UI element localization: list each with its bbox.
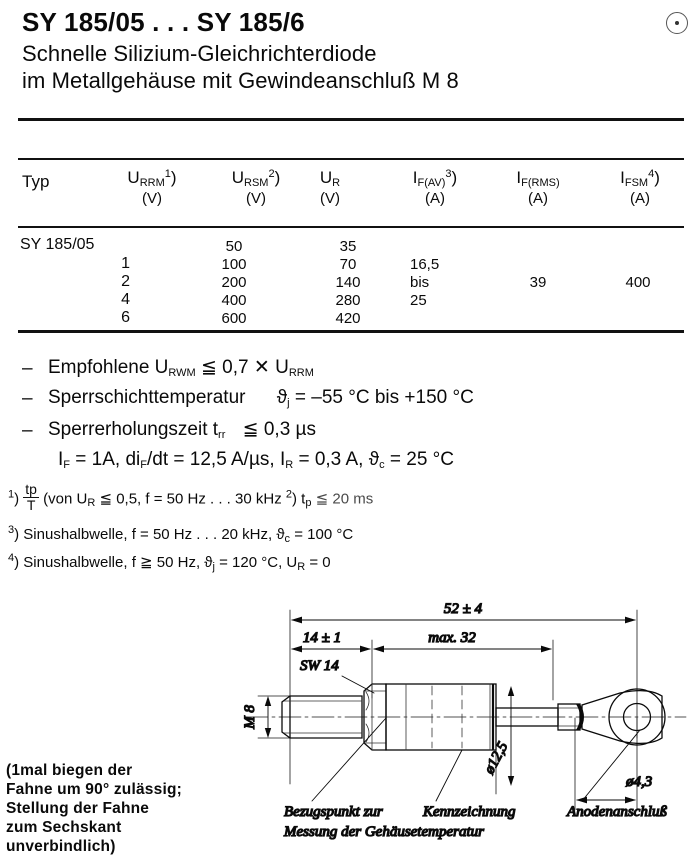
cell-ifsm-merged: 400	[625, 274, 651, 291]
footnote-3: 3) Sinushalbwelle, f = 50 Hz . . . 20 kH…	[8, 524, 354, 545]
bending-note-line-5: unverbindlich)	[6, 837, 116, 855]
bending-note-line-1: (1mal biegen der	[6, 762, 133, 779]
col-header-ifav: IF(AV)3) (A)	[412, 168, 458, 207]
dim-body-diameter: ø12,5	[481, 739, 512, 778]
spec-bullet-1: –	[22, 358, 33, 379]
spec-line-junction-temp: Sperrschichttemperatur ϑj = –55 °C bis +…	[48, 387, 474, 409]
mechanical-drawing: 52 ± 4 14 ± 1 max. 32 M 8	[0, 588, 700, 864]
cell-ur-2: 140	[335, 274, 361, 291]
spec-line-recovery-conditions: IF = 1A, diF/dt = 12,5 A/µs, IR = 0,3 A,…	[58, 449, 454, 471]
table-row: 2	[121, 273, 130, 290]
cell-ifav-merged-line3: 25	[410, 292, 427, 309]
subtitle-line-2: im Metallgehäuse mit Gewindeanschluß M 8	[22, 67, 459, 93]
cell-ur-4: 420	[335, 310, 361, 327]
caption-marking: Kennzeichnung	[422, 804, 516, 820]
cell-ursm-4: 600	[221, 310, 247, 327]
cell-ursm-2: 200	[221, 274, 247, 291]
page-subtitle: Schnelle Silizium-Gleichrichterdiode im …	[22, 41, 662, 95]
cell-ursm-1: 100	[221, 256, 247, 273]
cell-ifav-merged-line1: 16,5	[410, 256, 440, 273]
col-header-ursm: URSM2) (V)	[231, 168, 281, 207]
subtitle-line-1: Schnelle Silizium-Gleichrichterdiode	[22, 41, 377, 67]
dim-hole-diameter: ø4,3	[625, 774, 652, 790]
dim-body-length: max. 32	[428, 630, 476, 646]
spec-line-recovery-time: Sperrerholungszeit trr ≦ 0,3 µs	[48, 419, 316, 441]
col-header-typ: Typ	[22, 172, 50, 191]
cell-ursm-0: 50	[225, 238, 243, 255]
spec-bullet-2: –	[22, 388, 33, 409]
footnote-1: 1) tp T (von UR ≦ 0,5, f = 50 Hz . . . 30…	[8, 481, 374, 513]
rule-header-bottom	[18, 226, 684, 228]
col-header-urrm: URRM1) (V)	[127, 168, 177, 207]
spec-bullet-3: –	[22, 420, 33, 441]
title-block: SY 185/05 . . . SY 185/6 Schnelle Silizi…	[22, 7, 662, 95]
rule-header-top	[18, 158, 684, 160]
bending-note-line-4: zum Sechskant	[6, 818, 122, 836]
col-header-ifsm: IFSM4) (A)	[620, 168, 660, 207]
caption-anode-terminal: Anodenanschluß	[566, 804, 667, 820]
page-title: SY 185/05 . . . SY 185/6	[22, 7, 305, 37]
rule-table-bottom	[18, 330, 684, 333]
bending-note: (1mal biegen der Fahne um 90° zulässig; …	[6, 762, 182, 857]
cell-ur-1: 70	[339, 256, 357, 273]
bending-note-line-3: Stellung der Fahne	[6, 799, 150, 817]
spec-line-urwm: Empfohlene URWM ≦ 0,7 ✕ URRM	[48, 357, 314, 379]
circle-dot-icon	[666, 12, 688, 34]
table-row: 1	[121, 255, 130, 272]
cell-ur-0: 35	[339, 238, 357, 255]
cell-ursm-3: 400	[221, 292, 247, 309]
caption-reference-point-line1: Bezugspunkt zur	[284, 804, 383, 820]
caption-reference-point-line2: Messung der Gehäusetemperatur	[283, 824, 484, 840]
table-row: 4	[121, 291, 130, 308]
cell-ifav-merged-line2: bis	[410, 274, 430, 291]
dim-total-length: 52 ± 4	[444, 601, 483, 617]
table-row: 6	[121, 309, 130, 326]
cell-ifrms-merged: 39	[529, 274, 547, 291]
footnote-4: 4) Sinushalbwelle, f ≧ 50 Hz, ϑj = 120 °…	[8, 552, 331, 573]
label-hex-size: SW 14	[300, 658, 339, 674]
cell-ur-3: 280	[335, 292, 361, 309]
bending-note-line-2: Fahne um 90° zulässig;	[6, 780, 182, 798]
dim-thread-length: 14 ± 1	[303, 630, 341, 646]
col-header-ur: UR (V)	[319, 168, 341, 207]
table-row: SY 185/05	[20, 236, 95, 253]
col-header-ifrms: IF(RMS) (A)	[516, 168, 560, 207]
rule-table-top	[18, 118, 684, 121]
